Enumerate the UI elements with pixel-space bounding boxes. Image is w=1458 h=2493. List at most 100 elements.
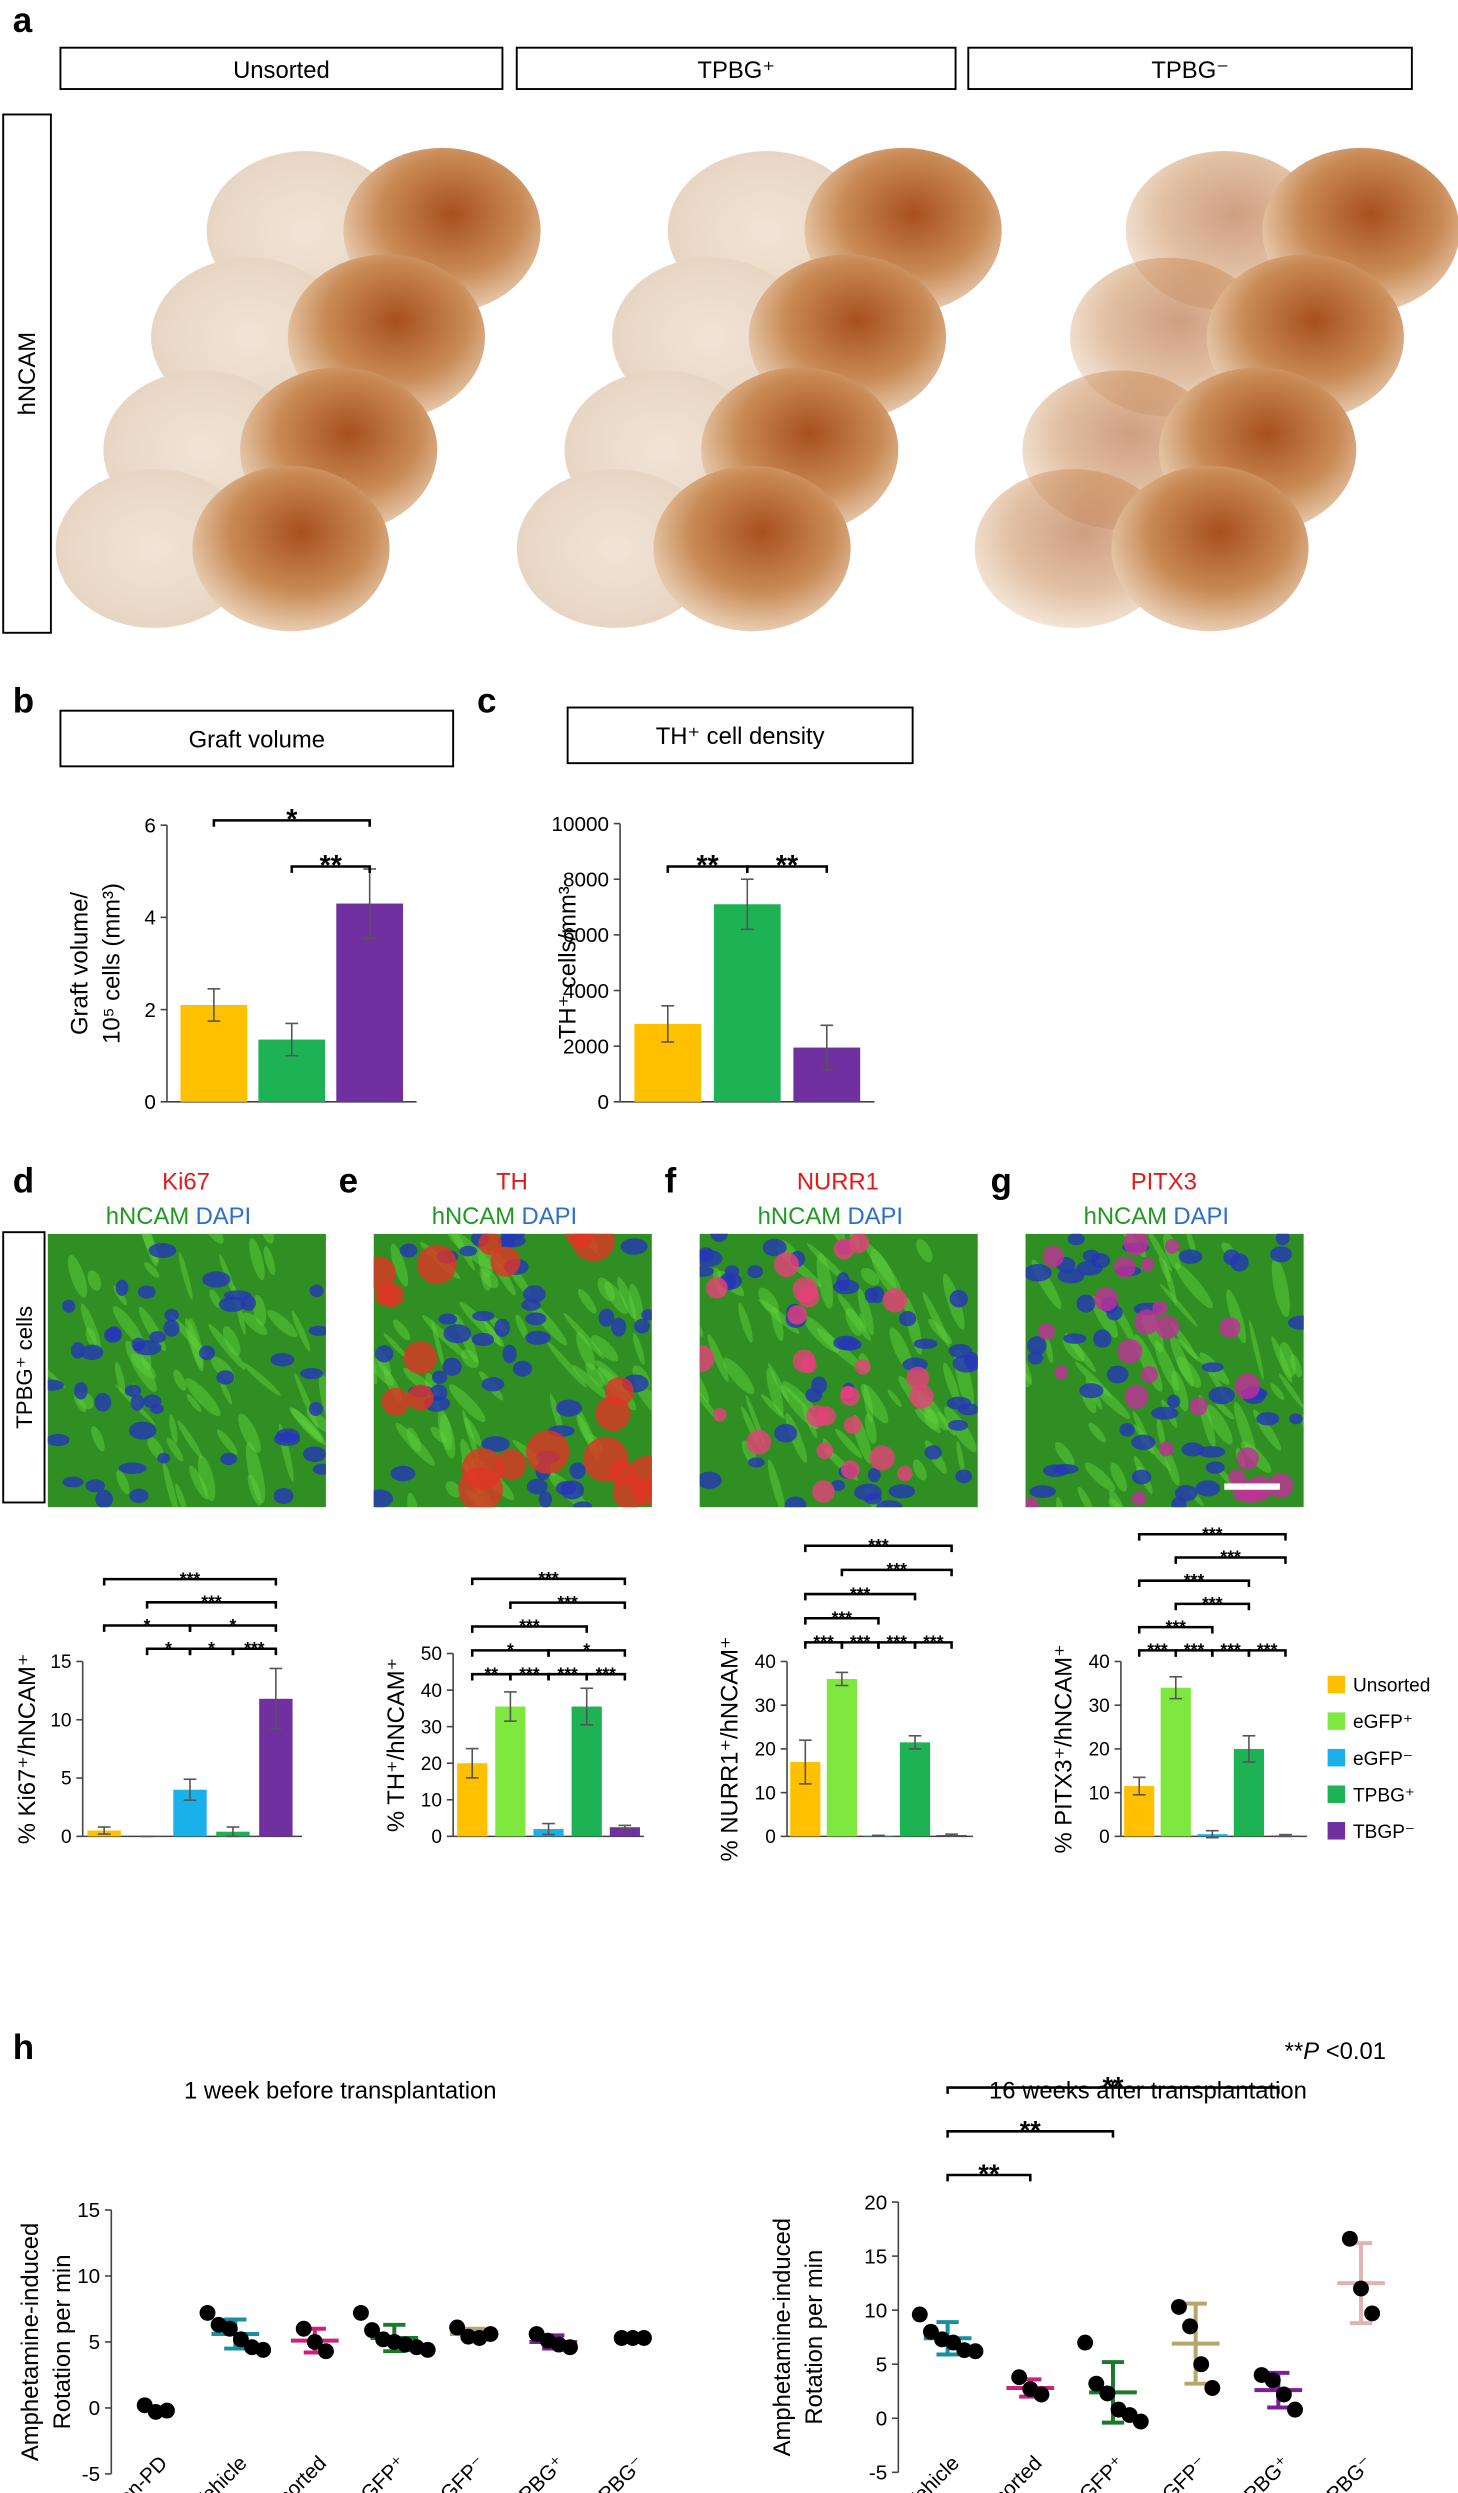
data-point: [364, 2322, 381, 2339]
row-label: TPBG⁺ cells: [12, 1306, 37, 1429]
y-tick-label: 10: [50, 1710, 71, 1731]
fiber: [209, 1289, 222, 1309]
panel-letter: d: [13, 1161, 34, 1200]
fiber: [632, 1332, 645, 1365]
fiber: [67, 1254, 88, 1298]
nucleus: [955, 1469, 973, 1484]
fiber: [864, 1413, 877, 1444]
y-tick-label: 10000: [552, 813, 609, 836]
nucleus: [948, 1344, 972, 1358]
nucleus: [620, 1238, 648, 1255]
significance-label: ***: [596, 1663, 617, 1683]
marker-cell: [1025, 1497, 1039, 1508]
bar: [571, 1706, 602, 1837]
nucleus: [47, 1433, 70, 1447]
marker-cell: [816, 1442, 834, 1460]
fiber: [912, 1459, 927, 1481]
x-tick-label: eGFP⁺: [1067, 2452, 1129, 2493]
marker-cell: [407, 1384, 434, 1411]
fiber: [238, 1413, 261, 1453]
fiber: [860, 1267, 880, 1286]
marker-cell: [572, 1233, 615, 1262]
nucleus: [598, 1308, 615, 1327]
fiber: [515, 1314, 529, 1341]
fiber: [758, 1287, 780, 1314]
fiber: [1077, 1486, 1094, 1508]
marker-cell: [882, 1287, 908, 1313]
nucleus: [399, 1243, 418, 1258]
stain-label: DAPI: [847, 1203, 903, 1230]
significance-label: ***: [850, 1583, 871, 1603]
y-tick-label: 8000: [563, 868, 609, 891]
fiber: [1055, 1441, 1075, 1467]
fiber: [604, 1281, 628, 1315]
nucleus: [784, 1496, 807, 1508]
fiber: [1110, 1462, 1127, 1492]
annotation: **P <0.01: [1285, 2038, 1386, 2065]
fiber: [1270, 1383, 1285, 1400]
nucleus: [471, 1332, 495, 1347]
nucleus: [512, 1360, 533, 1377]
fiber: [431, 1319, 445, 1369]
marker-cell: [816, 1406, 836, 1426]
column-header: TPBG⁺: [697, 57, 774, 84]
significance-label: ***: [1166, 1616, 1187, 1636]
y-tick-label: 10: [864, 2299, 887, 2322]
stain-label: hNCAM: [432, 1203, 515, 1230]
data-point: [1275, 2386, 1292, 2403]
y-tick-label: 0: [431, 1827, 442, 1848]
fiber: [617, 1276, 637, 1320]
nucleus: [870, 1286, 885, 1304]
marker-cell: [1236, 1447, 1259, 1470]
significance-label: ***: [1257, 1640, 1278, 1660]
significance-label: ***: [887, 1559, 908, 1579]
y-tick-label: 20: [1089, 1740, 1110, 1761]
nucleus: [948, 1419, 968, 1431]
significance-label: ***: [1202, 1593, 1223, 1613]
nucleus: [863, 1493, 882, 1505]
stain-label: hNCAM: [106, 1203, 189, 1230]
y-tick-label: 20: [864, 2191, 887, 2214]
nucleus: [47, 1379, 64, 1391]
fiber: [699, 1376, 720, 1422]
fiber: [91, 1426, 105, 1452]
significance-label: *: [144, 1615, 151, 1635]
nucleus: [1178, 1249, 1203, 1264]
nucleus: [497, 1234, 526, 1248]
legend-label: TPBG⁺: [1353, 1785, 1415, 1806]
nucleus: [1067, 1233, 1085, 1246]
significance-bracket: [1174, 1556, 1287, 1564]
fiber: [942, 1362, 961, 1406]
nucleus: [390, 1465, 416, 1482]
y-tick-label: 15: [77, 2199, 100, 2222]
nucleus: [218, 1296, 246, 1312]
nucleus: [747, 1457, 765, 1468]
significance-label: *: [165, 1638, 172, 1658]
title-box: [59, 709, 455, 768]
fiber: [462, 1409, 480, 1463]
fiber: [87, 1270, 102, 1291]
fiber: [1174, 1263, 1213, 1309]
fiber: [707, 1333, 729, 1382]
y-axis-label: Amphetamine-induced: [769, 2218, 796, 2456]
nucleus: [1093, 1329, 1112, 1348]
significance-bracket: [804, 1616, 880, 1625]
fiber: [169, 1414, 178, 1444]
fiber: [845, 1307, 862, 1336]
fiber: [348, 1332, 369, 1359]
nucleus: [438, 1313, 458, 1325]
y-tick-label: -5: [869, 2462, 887, 2485]
significance-label: *: [230, 1615, 237, 1635]
fiber: [864, 1242, 901, 1291]
nucleus: [710, 1233, 728, 1243]
nucleus: [442, 1357, 462, 1376]
y-tick-label: 0: [876, 2408, 888, 2431]
nucleus: [634, 1318, 650, 1334]
fiber: [267, 1309, 298, 1338]
fiber: [186, 1393, 202, 1413]
fiber: [407, 1492, 421, 1508]
marker-cell: [461, 1448, 504, 1490]
x-tick-label: Unsorted: [256, 2452, 332, 2493]
significance-bracket: [290, 865, 371, 873]
data-point: [1011, 2369, 1028, 2386]
